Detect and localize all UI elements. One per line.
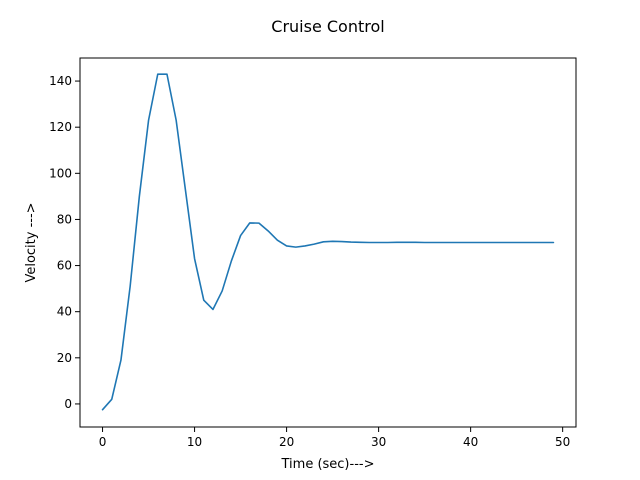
y-tick-label: 100: [49, 166, 72, 180]
y-tick-label: 60: [57, 259, 72, 273]
y-axis-label: Velocity --->: [24, 202, 39, 282]
chart-title: Cruise Control: [271, 17, 384, 36]
plot-frame: [79, 57, 577, 428]
y-tick-label: 80: [57, 212, 72, 226]
y-tick-label: 20: [57, 351, 72, 365]
y-tick-label: 40: [57, 305, 72, 319]
x-tick-label: 0: [99, 435, 107, 449]
y-tick-label: 140: [49, 74, 72, 88]
x-tick-label: 30: [371, 435, 386, 449]
series-line-velocity: [101, 73, 555, 411]
x-axis: 0 10 20 30 40 50: [99, 427, 570, 449]
x-tick-label: 40: [463, 435, 478, 449]
plot-area: [79, 57, 577, 428]
x-tick-label: 10: [187, 435, 202, 449]
x-axis-label: Time (sec)--->: [281, 457, 375, 472]
x-tick-label: 50: [555, 435, 570, 449]
y-tick-label: 0: [64, 397, 72, 411]
y-axis: 0 20 40 60 80 100 120 140: [49, 74, 80, 411]
x-tick-label: 20: [279, 435, 294, 449]
y-tick-label: 120: [49, 120, 72, 134]
